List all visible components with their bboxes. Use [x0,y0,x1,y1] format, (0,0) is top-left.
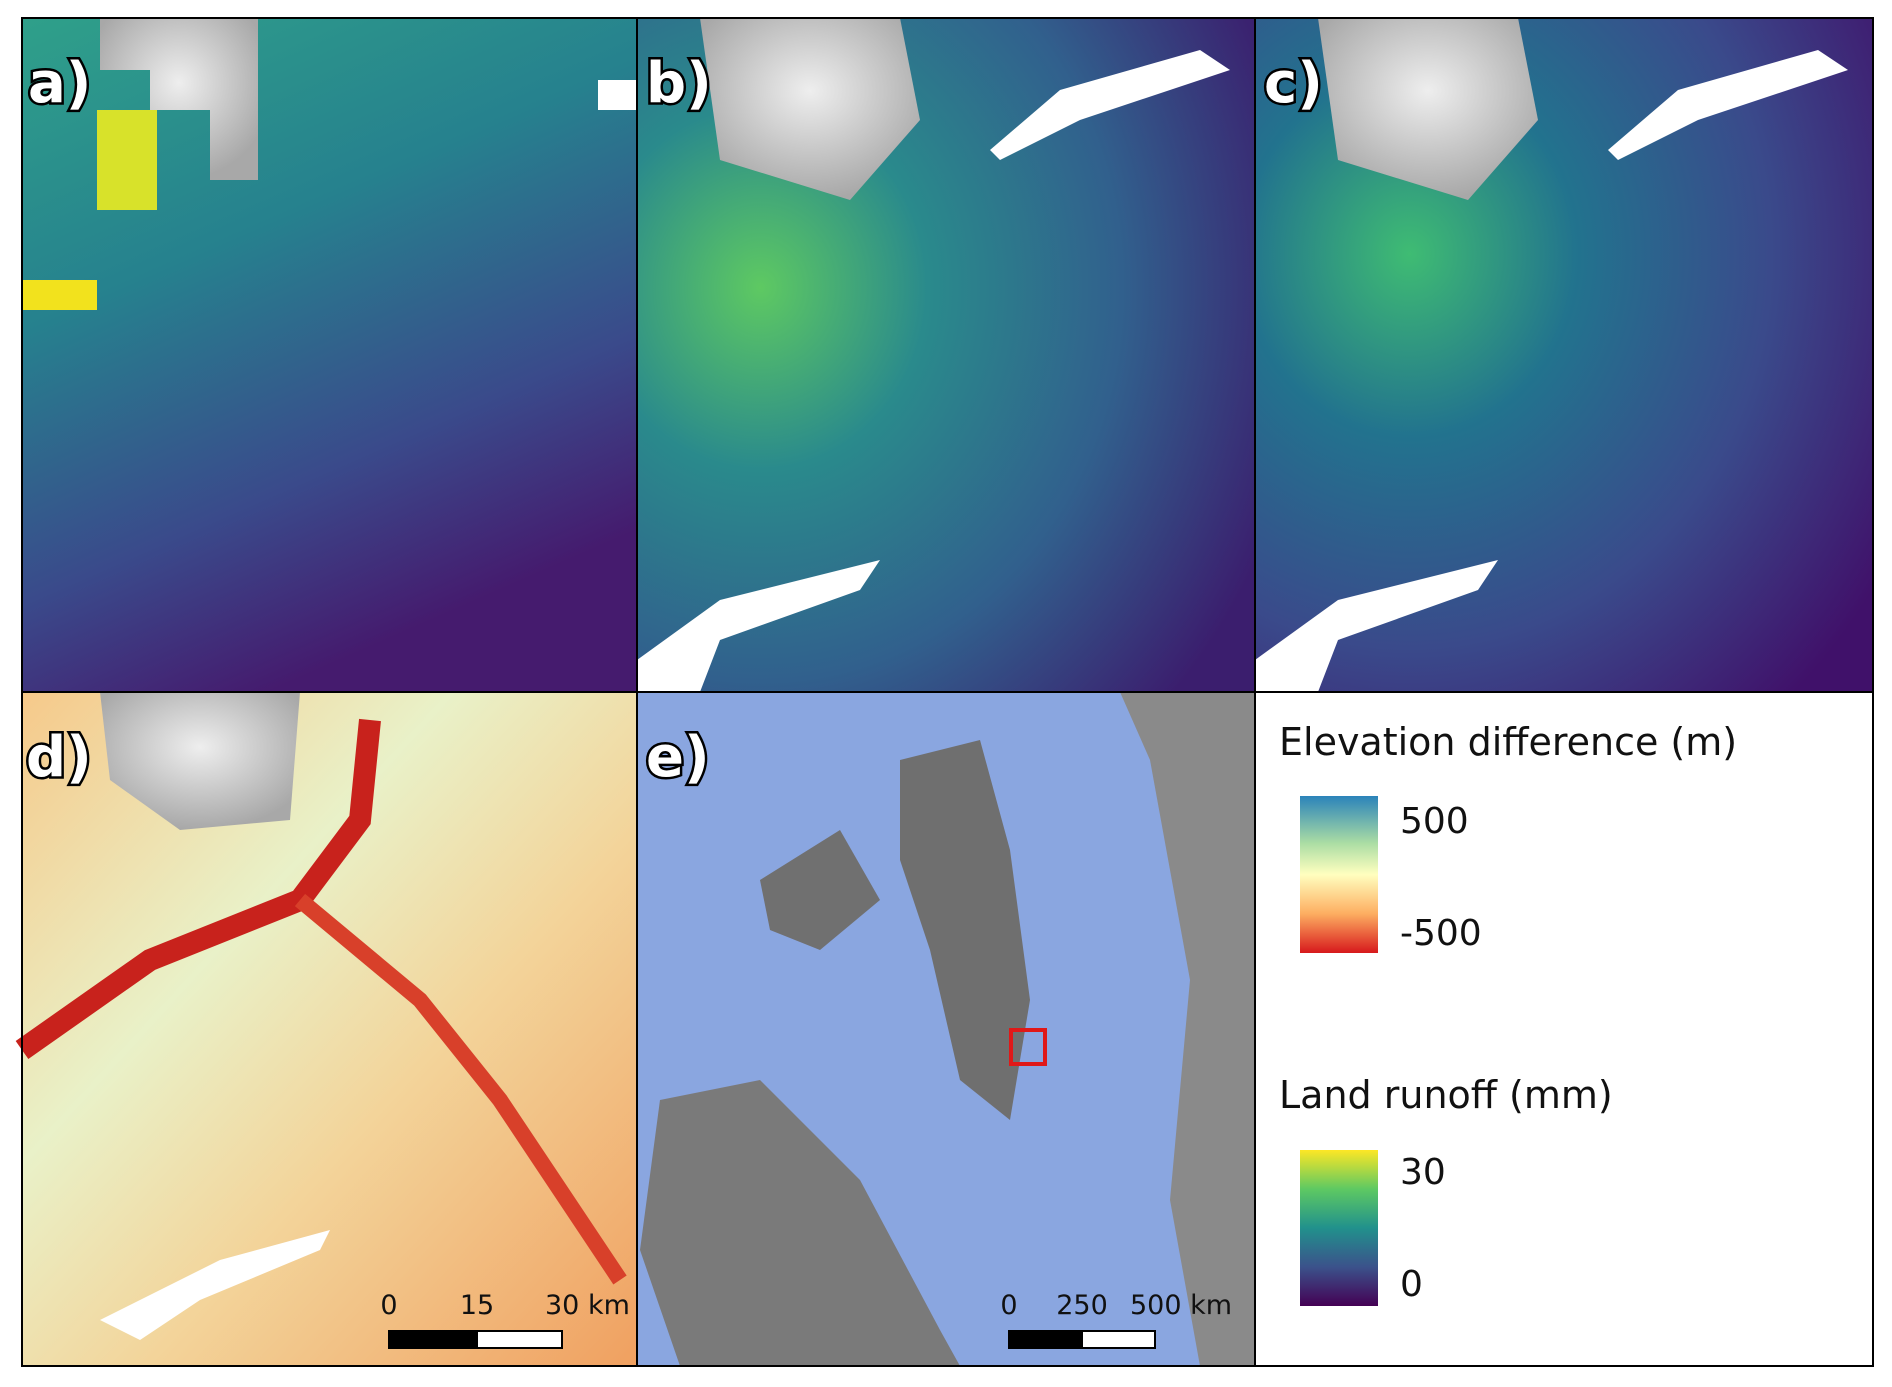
panel-d-map [22,692,637,1366]
land [640,1080,960,1366]
legend-tick: -500 [1400,913,1482,954]
scale-bar-segment [476,1330,563,1349]
panel-label: d) [26,725,92,790]
scale-bar-segment [1081,1330,1156,1349]
scale-label: 500 km [1130,1290,1232,1321]
scale-bar: 0 15 30 km [380,1290,630,1349]
scale-bar-segment [388,1330,478,1349]
colorbar [1300,1150,1378,1306]
raster-cell [22,280,97,310]
panel-label: b) [646,51,712,116]
water [100,1230,330,1340]
panel-label: a) [28,51,91,116]
legend-title: Land runoff (mm) [1279,1073,1613,1117]
panel-label: e) [646,725,710,790]
water [637,560,880,692]
ice-cap [100,692,300,830]
land [900,740,1030,1120]
raster-cell [97,110,157,210]
ice-cap [1318,18,1538,200]
scale-label: 0 [380,1290,397,1321]
water [598,80,637,110]
legend-tick: 0 [1400,1264,1423,1305]
panel-label: c) [1264,51,1323,116]
study-area-box [1009,1028,1047,1066]
water [1608,50,1848,160]
valley [294,893,627,1285]
scale-label: 30 km [545,1290,630,1321]
ice-cap [700,18,920,200]
water [1255,560,1498,692]
scale-label: 0 [1000,1290,1017,1321]
legend-title: Elevation difference (m) [1279,720,1737,764]
colorbar [1300,796,1378,953]
land [760,830,880,950]
legend-tick: 500 [1400,801,1469,842]
scale-bar-segment [1008,1330,1083,1349]
legend-tick: 30 [1400,1152,1446,1193]
ice-cap [100,18,258,180]
scale-label: 250 [1056,1290,1108,1321]
land [1120,692,1255,1366]
scale-label: 15 [460,1290,494,1321]
scale-bar: 0 250 500 km [1000,1290,1232,1349]
water [990,50,1230,160]
